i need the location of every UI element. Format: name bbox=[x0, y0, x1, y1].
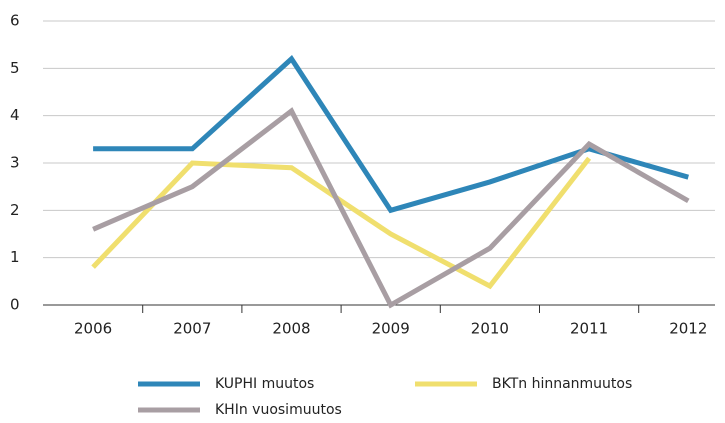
legend-label: BKTn hinnanmuutos bbox=[492, 376, 632, 392]
grid: 0 1 2 3 4 5 6 2006 2007 2008 2009 2010 2011 2012 bbox=[10, 12, 715, 338]
x-tick-label: 2009 bbox=[372, 320, 410, 338]
lines bbox=[91, 55, 690, 309]
y-tick-label: 6 bbox=[10, 12, 20, 30]
y-tick-label: 4 bbox=[10, 106, 20, 124]
y-tick-label: 2 bbox=[10, 201, 20, 219]
legend-label: KHIn vuosimuutos bbox=[215, 402, 342, 418]
legend-label: KUPHI muutos bbox=[215, 376, 314, 392]
x-tick-label: 2006 bbox=[74, 320, 112, 338]
y-tick-label: 1 bbox=[10, 248, 20, 266]
legend: KUPHI muutos BKTn hinnanmuutos KHIn vuosim… bbox=[138, 376, 632, 418]
series-line bbox=[92, 107, 690, 309]
x-tick-label: 2010 bbox=[471, 320, 509, 338]
series-line bbox=[91, 156, 592, 290]
x-tick-label: 2011 bbox=[570, 320, 608, 338]
x-tick-label: 2012 bbox=[669, 320, 707, 338]
series-line bbox=[93, 55, 689, 214]
y-tick-label: 0 bbox=[10, 296, 20, 314]
x-tick-label: 2008 bbox=[272, 320, 310, 338]
y-tick-label: 3 bbox=[10, 154, 20, 172]
y-tick-label: 5 bbox=[10, 59, 20, 77]
x-tick-label: 2007 bbox=[173, 320, 211, 338]
